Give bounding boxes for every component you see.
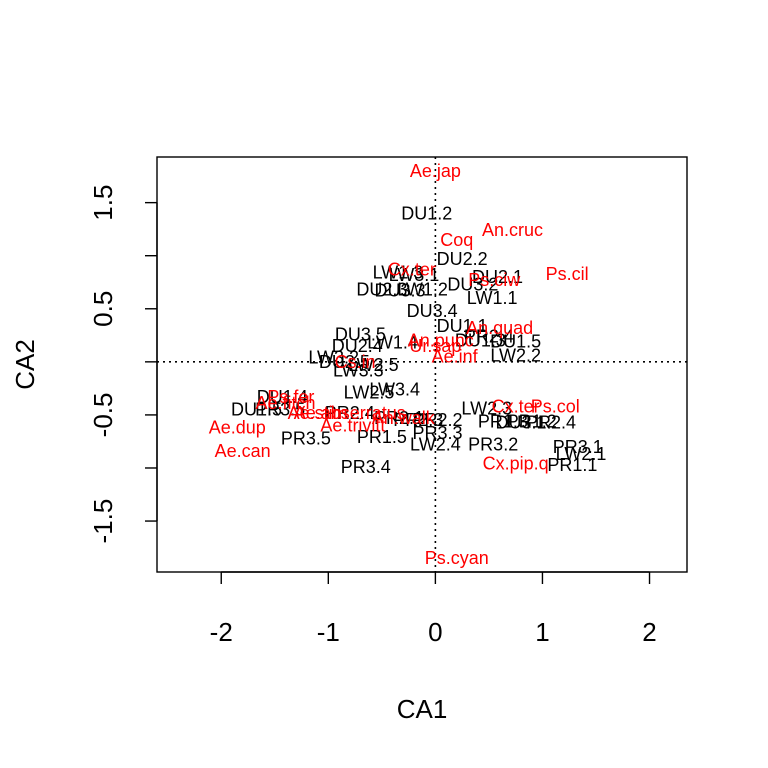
site-label: DU1.2 — [401, 203, 452, 223]
species-label: Ps.cil — [546, 264, 589, 284]
y-tick-label: -0.5 — [88, 393, 118, 438]
site-label: PR3.1 — [553, 437, 603, 457]
species-label: Ae.trivitt — [320, 416, 385, 436]
site-label: PR2.4 — [464, 326, 514, 346]
site-label: PR2.4 — [526, 412, 576, 432]
x-axis: -2 -1 0 1 2 — [210, 571, 657, 647]
x-tick-label: 2 — [642, 617, 656, 647]
site-label: DU2.3 — [356, 280, 407, 300]
site-label: LW2.3 — [461, 399, 512, 419]
species-label: Cx.pip.q — [483, 454, 549, 474]
species-label: Ps.ciw — [468, 270, 521, 290]
site-label: DU1.5 — [490, 332, 541, 352]
site-label: LW1.2 — [397, 280, 448, 300]
x-tick-label: 1 — [535, 617, 549, 647]
site-label: PR1.5 — [357, 427, 407, 447]
species-label: Ae.stim — [288, 403, 348, 423]
site-label: LW3.4 — [369, 379, 420, 399]
site-label: DU3.5 — [335, 324, 386, 344]
species-label: Ae.inf — [432, 347, 479, 367]
site-label: DU1.3 — [455, 331, 506, 351]
y-axis-label: CA2 — [10, 339, 40, 390]
site-label: DU2.5 — [319, 352, 370, 372]
site-label: LW2.2 — [490, 345, 541, 365]
site-label: DU3.3 — [375, 281, 426, 301]
site-label: LW1.4 — [367, 333, 418, 353]
y-tick-label: -1.5 — [88, 499, 118, 544]
site-label: LW2.1 — [556, 444, 607, 464]
species-label: Ur.sap — [409, 336, 461, 356]
species-label: Ae.abserratus — [294, 403, 406, 423]
y-tick-label: 1.5 — [88, 185, 118, 221]
site-label: PR3.4 — [341, 457, 391, 477]
site-label: DU2.2 — [437, 249, 488, 269]
site-label: LW2.5 — [344, 383, 395, 403]
species-label: Ps.fer — [267, 387, 314, 407]
species-label: Ps.col — [531, 396, 580, 416]
site-label: DU1.1 — [437, 316, 488, 336]
species-label: An.cruc — [482, 220, 543, 240]
site-label: DU2.1 — [472, 267, 523, 287]
site-label: PR3.2 — [468, 435, 518, 455]
species-label: Ae.dup — [209, 418, 266, 438]
site-label: LW3.3 — [333, 360, 384, 380]
species-label: Coq — [440, 230, 473, 250]
species-label: Cs.in — [335, 352, 376, 372]
site-label: PR3.5 — [281, 428, 331, 448]
reference-lines — [157, 157, 687, 572]
x-tick-label: -2 — [210, 617, 233, 647]
site-label: PR3.3 — [413, 423, 463, 443]
site-label: DU1.4 — [257, 387, 308, 407]
site-label: PR2.4 — [325, 403, 375, 423]
species-label: Ae.can — [215, 441, 271, 461]
site-label: LW1.3 — [373, 263, 424, 283]
site-label: LW1.1 — [467, 288, 518, 308]
site-label: DU3.4 — [407, 301, 458, 321]
species-label: Ae.fitch — [255, 393, 315, 413]
species-label: An.quad — [466, 318, 533, 338]
species-label: An.walk — [372, 408, 436, 428]
x-tick-label: -1 — [317, 617, 340, 647]
site-label: PR2.1 — [374, 408, 424, 428]
site-label: LW3.2 — [308, 348, 359, 368]
site-label: PR1.1 — [547, 455, 597, 475]
site-label: LW2.4 — [410, 435, 461, 455]
site-label: DU2.4 — [332, 336, 383, 356]
species-label: Cx.ter — [492, 396, 540, 416]
site-label: LW3.1 — [389, 265, 440, 285]
site-label: PR1.2 — [507, 411, 557, 431]
species-label: An.punc — [408, 331, 474, 351]
site-label: PR1.3 — [478, 411, 528, 431]
x-axis-label: CA1 — [397, 694, 448, 724]
y-tick-label: 0.5 — [88, 291, 118, 327]
species-label: Cx.ter — [388, 260, 436, 280]
site-label: PR2.3 — [393, 410, 443, 430]
site-label: DU3.1 — [496, 412, 547, 432]
x-tick-label: 0 — [428, 617, 442, 647]
site-label: DU3.2 — [447, 274, 498, 294]
species-label: Ae.jap — [410, 161, 461, 181]
site-label: LW2.5 — [348, 355, 399, 375]
site-label: PR2.2 — [413, 410, 463, 430]
site-label: DU1.5 — [231, 400, 282, 420]
species-label: Ps.cyan — [425, 548, 489, 568]
y-axis: -1.5 -0.5 0.5 1.5 — [88, 185, 158, 544]
site-label: PR3.5 — [255, 400, 305, 420]
